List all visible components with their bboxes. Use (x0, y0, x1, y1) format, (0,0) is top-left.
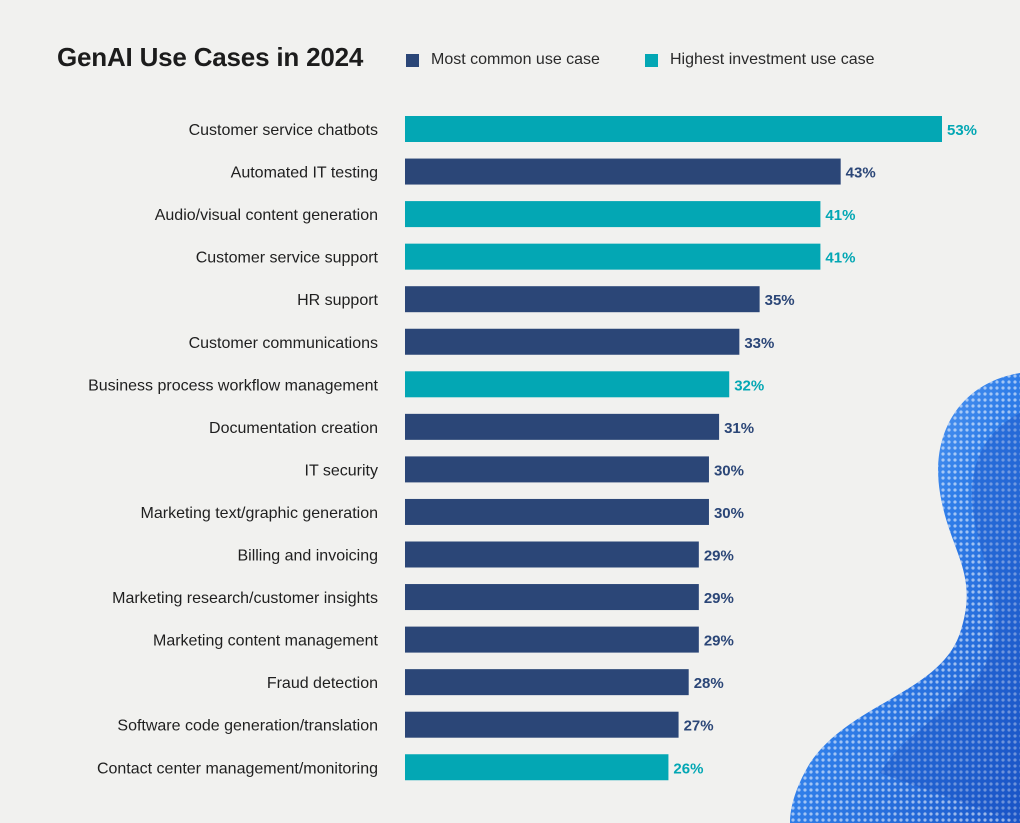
value-label: 41% (825, 207, 855, 224)
bar (405, 413, 720, 440)
bar (405, 541, 699, 568)
value-label: 33% (744, 335, 774, 352)
legend-item-highest-investment: Highest investment use case (645, 51, 875, 69)
value-label: 31% (724, 420, 754, 437)
legend-swatch-highest-investment (645, 53, 658, 67)
value-label: 32% (734, 377, 764, 394)
category-label: Automated IT testing (231, 165, 378, 182)
value-label: 29% (704, 548, 734, 565)
bar (405, 371, 730, 398)
value-label: 28% (694, 675, 724, 692)
category-label: Marketing research/customer insights (112, 590, 378, 607)
value-label: 29% (704, 590, 734, 607)
category-label: Documentation creation (209, 420, 378, 437)
bar (405, 456, 709, 483)
bar (405, 754, 669, 781)
bar (405, 626, 699, 653)
category-label: Audio/visual content generation (155, 207, 378, 224)
value-label: 30% (714, 505, 744, 522)
category-label: IT security (305, 462, 379, 479)
legend-item-most-common: Most common use case (406, 51, 600, 69)
category-label: Business process workflow management (88, 377, 378, 394)
value-label: 30% (714, 462, 744, 479)
bar (405, 584, 699, 611)
chart-title: GenAI Use Cases in 2024 (57, 42, 364, 72)
value-label: 43% (846, 165, 876, 182)
category-label: Contact center management/monitoring (97, 760, 378, 777)
bar (405, 498, 709, 525)
value-label: 27% (684, 718, 714, 735)
bar (405, 711, 679, 738)
bar (405, 328, 740, 355)
category-label: Customer communications (189, 335, 378, 352)
category-label: HR support (297, 292, 378, 309)
category-label: Customer service chatbots (189, 122, 378, 139)
value-label: 29% (704, 633, 734, 650)
legend-swatch-most-common (406, 53, 419, 67)
decorative-wave-graphic (790, 373, 1020, 823)
category-label: Billing and invoicing (237, 548, 378, 565)
bar (405, 201, 821, 228)
bar (405, 243, 821, 270)
legend-label-most-common: Most common use case (431, 51, 600, 68)
value-label: 53% (947, 122, 977, 139)
bar (405, 286, 760, 313)
bar (405, 669, 689, 696)
category-label: Customer service support (196, 250, 379, 267)
value-label: 41% (825, 250, 855, 267)
bar (405, 158, 841, 185)
category-label: Fraud detection (267, 675, 378, 692)
category-label: Marketing content management (153, 633, 379, 650)
category-label: Software code generation/translation (117, 718, 378, 735)
legend-label-highest-investment: Highest investment use case (670, 51, 875, 68)
value-label: 35% (765, 292, 795, 309)
bar (405, 116, 942, 142)
value-label: 26% (673, 760, 703, 777)
category-label: Marketing text/graphic generation (141, 505, 378, 522)
